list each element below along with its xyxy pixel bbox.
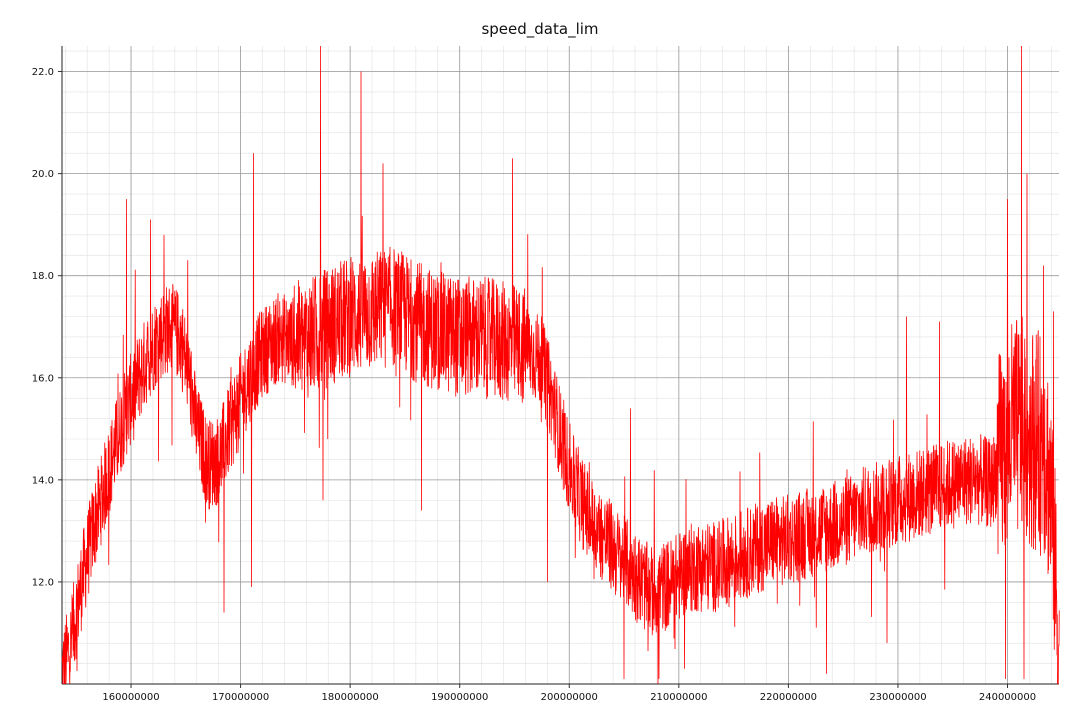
chart-title: speed_data_lim [481, 20, 599, 38]
x-tick-label: 220000000 [760, 692, 817, 703]
x-tick-label: 170000000 [212, 692, 269, 703]
x-tick-label: 180000000 [322, 692, 379, 703]
tick-labels: 160000000 170000000 180000000 190000000 2000… [32, 67, 1036, 703]
x-tick-label: 160000000 [102, 692, 159, 703]
x-tick-label: 210000000 [650, 692, 707, 703]
y-tick-label: 22.0 [32, 67, 54, 78]
y-tick-label: 18.0 [32, 271, 54, 282]
major-grid [62, 46, 1059, 684]
y-tick-label: 20.0 [32, 169, 54, 180]
series-layer [61, 45, 1060, 685]
series-line [61, 45, 1060, 685]
x-tick-label: 240000000 [979, 692, 1036, 703]
x-tick-label: 190000000 [431, 692, 488, 703]
x-tick-label: 200000000 [541, 692, 598, 703]
x-tick-label: 230000000 [869, 692, 926, 703]
axes [58, 46, 1059, 688]
minor-grid [62, 46, 1059, 685]
y-tick-label: 12.0 [32, 577, 54, 588]
y-tick-label: 16.0 [32, 373, 54, 384]
y-tick-label: 14.0 [32, 475, 54, 486]
